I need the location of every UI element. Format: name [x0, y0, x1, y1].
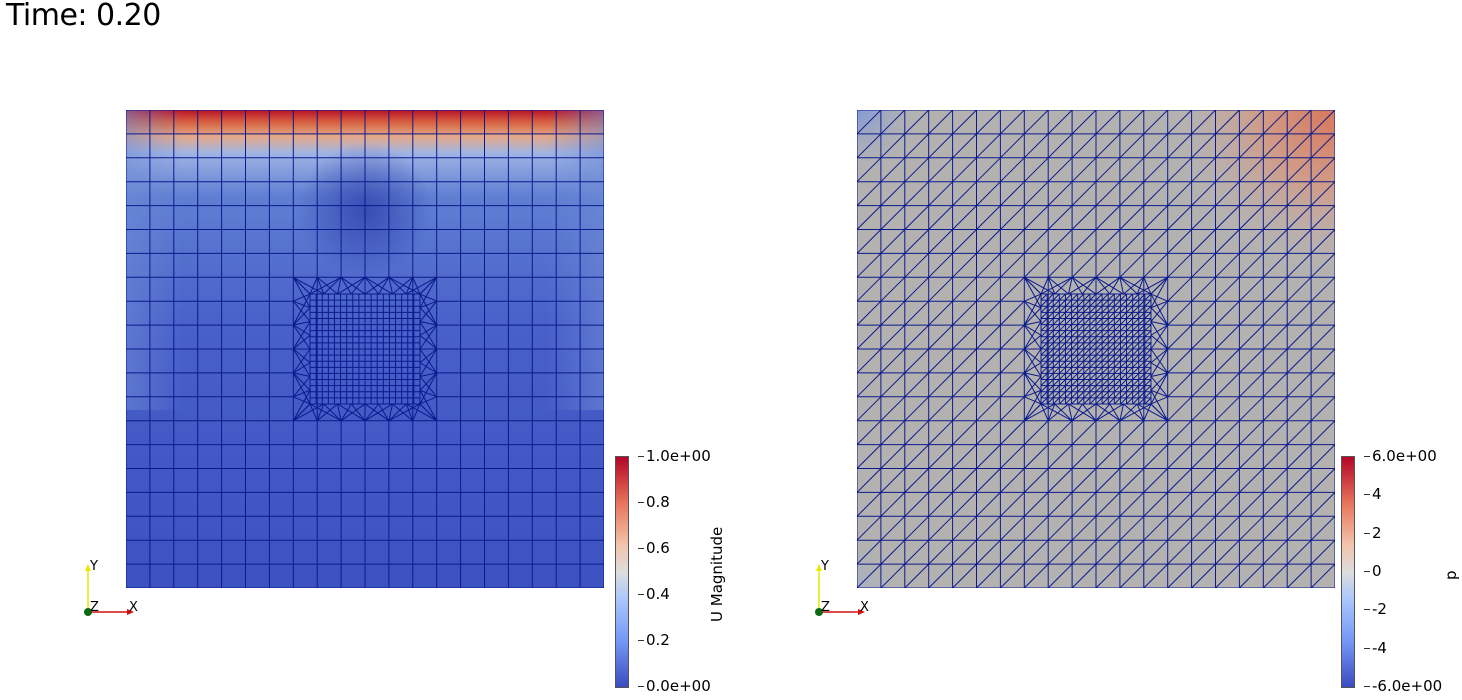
velocity-colorbar-tick: 1.0e+00 [638, 447, 711, 465]
velocity-mesh-view[interactable] [126, 110, 604, 588]
pressure-colorbar-tick: 4 [1364, 485, 1382, 503]
velocity-colorbar-tick: 0.8 [638, 493, 670, 511]
pressure-colorbar-tick: 0 [1364, 562, 1382, 580]
pressure-colorbar-tick: -4 [1364, 639, 1387, 657]
axis-x-label: X [129, 600, 138, 615]
pressure-colorbar-title: p [1442, 570, 1460, 580]
pressure-colorbar-tick: -6.0e+00 [1363, 677, 1443, 695]
pressure-mesh-view[interactable] [857, 110, 1335, 588]
velocity-colorbar [615, 456, 629, 688]
right-orientation-axes: Y Z X [811, 558, 871, 618]
velocity-colorbar-tick: 0.2 [638, 631, 670, 649]
pressure-plot[interactable] [857, 110, 1335, 588]
left-orientation-axes: Y Z X [80, 558, 140, 618]
axes-triad-icon [815, 564, 865, 616]
axis-z-label: Z [821, 600, 830, 615]
pressure-colorbar-tick: 2 [1364, 524, 1382, 542]
axis-y-label: Y [821, 559, 829, 574]
axes-triad-icon [84, 564, 134, 616]
velocity-colorbar-tick: 0.0e+00 [638, 677, 711, 695]
velocity-colorbar-tick: 0.4 [638, 585, 670, 603]
axis-y-label: Y [90, 559, 98, 574]
velocity-colorbar-title: U Magnitude [708, 526, 726, 622]
velocity-colorbar-tick: 0.6 [638, 539, 670, 557]
pressure-colorbar-tick: -2 [1364, 600, 1387, 618]
pressure-colorbar-tick: 6.0e+00 [1364, 447, 1437, 465]
axis-x-label: X [860, 600, 869, 615]
time-label: Time: 0.20 [6, 0, 161, 33]
velocity-magnitude-plot[interactable] [126, 110, 604, 588]
pressure-colorbar [1341, 456, 1355, 688]
axis-z-label: Z [90, 600, 99, 615]
